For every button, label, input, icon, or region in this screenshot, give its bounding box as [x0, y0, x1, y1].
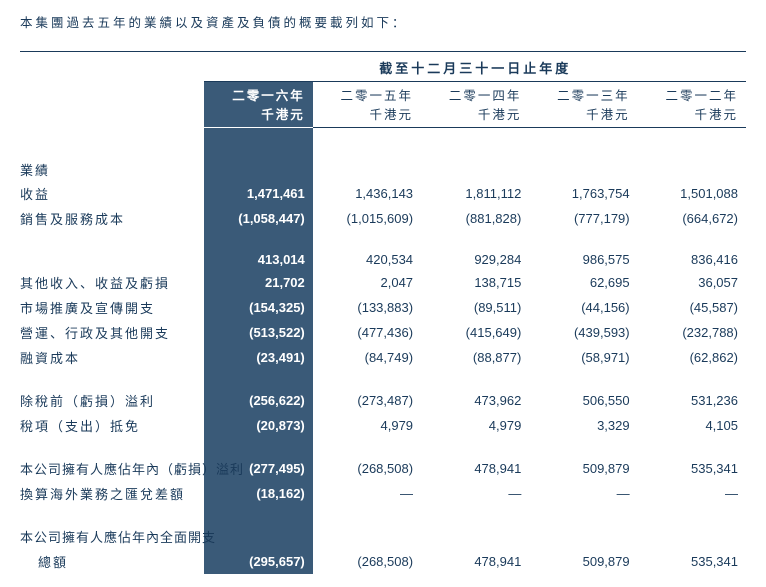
financial-table-container: 截至十二月三十一日止年度 二零一六年 千港元 二零一五年 千港元 二零一四年 千… — [20, 51, 746, 574]
col-year-2014: 二零一四年 千港元 — [421, 82, 529, 128]
table-row: 融資成本 (23,491) (84,749) (88,877) (58,971)… — [20, 345, 746, 370]
section-results: 業績 — [20, 146, 746, 181]
financial-summary-table: 截至十二月三十一日止年度 二零一六年 千港元 二零一五年 千港元 二零一四年 千… — [20, 58, 746, 574]
table-row: 換算海外業務之匯兌差額 (18,162) — — — — — [20, 481, 746, 506]
table-row: 收益 1,471,461 1,436,143 1,811,112 1,763,7… — [20, 181, 746, 206]
table-row: 稅項（支出）抵免 (20,873) 4,979 4,979 3,329 4,10… — [20, 413, 746, 438]
col-year-2015: 二零一五年 千港元 — [313, 82, 421, 128]
header-span-title: 截至十二月三十一日止年度 — [204, 58, 746, 82]
table-row: 銷售及服務成本 (1,058,447) (1,015,609) (881,828… — [20, 206, 746, 231]
table-row: 總額 (295,657) (268,508) 478,941 509,879 5… — [20, 549, 746, 574]
header-year-row: 二零一六年 千港元 二零一五年 千港元 二零一四年 千港元 二零一三年 千港元 … — [20, 82, 746, 128]
table-row: 413,014 420,534 929,284 986,575 836,416 — [20, 249, 746, 270]
col-year-2013: 二零一三年 千港元 — [529, 82, 637, 128]
intro-text: 本集團過去五年的業績以及資產及負債的概要載列如下： — [20, 12, 746, 31]
header-span-row: 截至十二月三十一日止年度 — [20, 58, 746, 82]
table-row: 除稅前（虧損）溢利 (256,622) (273,487) 473,962 50… — [20, 388, 746, 413]
col-year-2016: 二零一六年 千港元 — [204, 82, 312, 128]
table-row: 市場推廣及宣傳開支 (154,325) (133,883) (89,511) (… — [20, 295, 746, 320]
table-row: 其他收入、收益及虧損 21,702 2,047 138,715 62,695 3… — [20, 270, 746, 295]
table-row: 營運、行政及其他開支 (513,522) (477,436) (415,649)… — [20, 320, 746, 345]
col-year-2012: 二零一二年 千港元 — [638, 82, 746, 128]
table-row: 本公司擁有人應佔年內全面開支 — [20, 524, 746, 549]
table-row: 本公司擁有人應佔年內（虧損）溢利 (277,495) (268,508) 478… — [20, 456, 746, 481]
